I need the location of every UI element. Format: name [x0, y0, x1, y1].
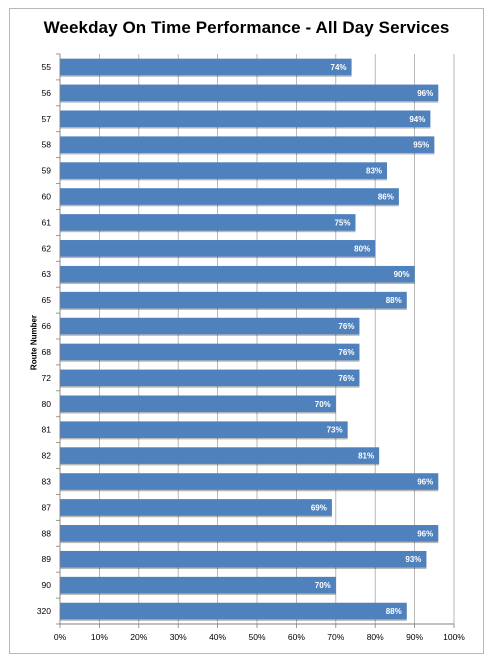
- bar: [60, 421, 348, 438]
- bar: [60, 58, 352, 76]
- x-tick-label: 90%: [406, 632, 423, 642]
- data-label: 76%: [338, 322, 354, 331]
- x-tick-label: 30%: [170, 632, 187, 642]
- data-label: 80%: [354, 244, 370, 253]
- data-label: 88%: [386, 296, 402, 305]
- data-label: 70%: [315, 581, 331, 590]
- y-tick-label: 83: [42, 477, 52, 487]
- x-tick-label: 70%: [327, 632, 344, 642]
- y-tick-label: 88: [42, 528, 52, 538]
- y-tick-label: 59: [42, 166, 52, 176]
- y-tick-label: 82: [42, 451, 52, 461]
- y-tick-label: 90: [42, 580, 52, 590]
- y-tick-label: 80: [42, 399, 52, 409]
- y-tick-label: 56: [42, 88, 52, 98]
- data-label: 75%: [334, 218, 350, 227]
- bar: [60, 473, 439, 490]
- y-tick-label: 65: [42, 295, 52, 305]
- axes: 0% 10% 20% 30% 40% 50% 60% 70% 80% 90% 100% 55 56 57 5…: [37, 53, 465, 642]
- bar: [60, 240, 376, 257]
- data-label: 83%: [366, 167, 382, 176]
- data-label: 88%: [386, 607, 402, 616]
- bar: [60, 576, 336, 594]
- chart-title: Weekday On Time Performance - All Day Se…: [43, 18, 450, 37]
- data-label: 90%: [394, 270, 410, 279]
- data-label: 96%: [417, 529, 433, 538]
- bar: [60, 550, 427, 568]
- data-label: 70%: [315, 400, 331, 409]
- data-label: 94%: [409, 115, 425, 124]
- bar: [60, 499, 332, 516]
- bars: 74% 96% 94% 95% 83% 86% 75% 80% 90% 88% 76% 76% 76% 7…: [60, 58, 439, 621]
- bar: [60, 162, 388, 179]
- y-tick-label: 320: [37, 606, 51, 616]
- bar: [60, 395, 336, 413]
- x-tick-label: 50%: [248, 632, 265, 642]
- y-tick-label: 68: [42, 347, 52, 357]
- x-tick-label: 0%: [54, 632, 67, 642]
- bar: [60, 110, 431, 128]
- data-label: 96%: [417, 478, 433, 487]
- y-tick-label: 72: [42, 373, 52, 383]
- x-tick-label: 80%: [367, 632, 384, 642]
- bar: [60, 84, 439, 102]
- y-tick-label: 89: [42, 554, 52, 564]
- y-tick-label: 63: [42, 269, 52, 279]
- y-tick-label: 62: [42, 243, 52, 253]
- data-label: 73%: [327, 426, 343, 435]
- data-label: 81%: [358, 452, 374, 461]
- bar: [60, 369, 360, 387]
- bar: [60, 525, 439, 542]
- y-tick-label: 60: [42, 192, 52, 202]
- y-tick-label: 66: [42, 321, 52, 331]
- bar: [60, 291, 407, 309]
- x-tick-label: 100%: [443, 632, 465, 642]
- x-tick-label: 20%: [130, 632, 147, 642]
- bar: [60, 602, 407, 620]
- y-tick-label: 57: [42, 114, 52, 124]
- y-tick-label: 61: [42, 217, 52, 227]
- data-label: 86%: [378, 193, 394, 202]
- data-label: 96%: [417, 89, 433, 98]
- bar: [60, 343, 360, 361]
- data-label: 95%: [413, 141, 429, 150]
- x-tick-label: 60%: [288, 632, 305, 642]
- bar: [60, 188, 399, 205]
- bar: [60, 136, 435, 153]
- y-tick-label: 87: [42, 502, 52, 512]
- bar: [60, 265, 415, 283]
- data-label: 74%: [331, 63, 347, 72]
- data-label: 76%: [338, 374, 354, 383]
- bar: [60, 317, 360, 335]
- y-tick-label: 58: [42, 140, 52, 150]
- x-tick-label: 10%: [91, 632, 108, 642]
- x-tick-label: 40%: [209, 632, 226, 642]
- data-label: 93%: [405, 555, 421, 564]
- bar: [60, 447, 380, 464]
- bar: [60, 214, 356, 231]
- data-label: 76%: [338, 348, 354, 357]
- y-tick-label: 55: [42, 62, 52, 72]
- y-tick-label: 81: [42, 425, 52, 435]
- data-label: 69%: [311, 503, 327, 512]
